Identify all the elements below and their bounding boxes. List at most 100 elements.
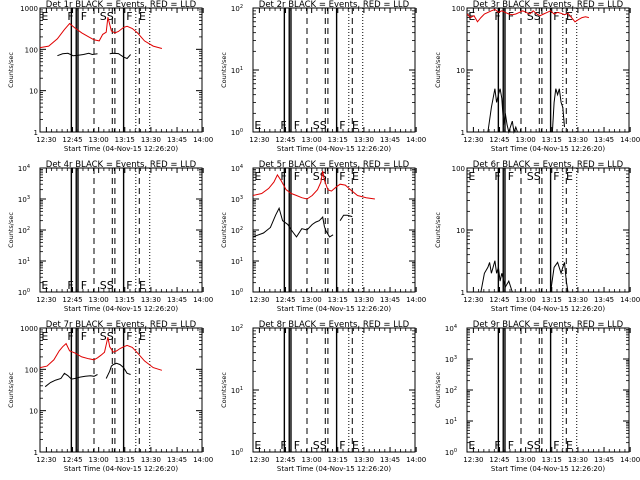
panel-title: Det 5r BLACK = Events, RED = LLD bbox=[259, 160, 410, 170]
x-tick-label: 13:15 bbox=[115, 456, 135, 464]
x-tick-label: 13:00 bbox=[516, 136, 536, 144]
marker-label-F: F bbox=[280, 119, 286, 132]
series-events bbox=[57, 52, 98, 57]
y-tick-label: 1000 bbox=[20, 5, 38, 13]
x-tick-label: 14:00 bbox=[620, 136, 640, 144]
panel-title: Det 7r BLACK = Events, RED = LLD bbox=[46, 320, 197, 330]
y-tick-label: 1 bbox=[34, 449, 38, 457]
x-axis-label: Start Time (04-Nov-15 12:26:20) bbox=[64, 465, 178, 473]
x-tick-label: 12:45 bbox=[275, 456, 295, 464]
series-events bbox=[339, 214, 353, 221]
x-tick-label: 13:30 bbox=[568, 296, 588, 304]
x-tick-label: 13:45 bbox=[594, 456, 614, 464]
panel-det6: Det 6r BLACK = Events, RED = LLD 1 10 100 Co… bbox=[434, 160, 640, 313]
y-tick-label: 1 bbox=[34, 129, 38, 137]
plot-frame bbox=[39, 327, 203, 453]
y-tick-label: 1000 bbox=[20, 325, 38, 333]
x-tick-label: 12:45 bbox=[275, 296, 295, 304]
y-tick-label: 100 bbox=[452, 165, 465, 173]
x-tick-label: 13:45 bbox=[167, 456, 187, 464]
y-tick-label: 102 bbox=[231, 4, 243, 13]
panel-title: Det 1r BLACK = Events, RED = LLD bbox=[46, 0, 197, 10]
panel-det2: Det 2r BLACK = Events, RED = LLD 100 101 10… bbox=[220, 0, 426, 153]
series-events bbox=[551, 88, 565, 133]
x-tick-label: 13:45 bbox=[380, 136, 400, 144]
panel-title: Det 4r BLACK = Events, RED = LLD bbox=[46, 160, 197, 170]
y-axis-label: Counts/sec bbox=[220, 212, 228, 248]
marker-label-S: S bbox=[527, 170, 534, 183]
marker-label-F: F bbox=[508, 439, 514, 452]
y-axis-label: Counts/sec bbox=[220, 52, 228, 88]
x-tick-label: 13:45 bbox=[594, 136, 614, 144]
marker-label-F: F bbox=[508, 170, 514, 183]
panel-det5: Det 5r BLACK = Events, RED = LLD 100 101 10… bbox=[220, 160, 426, 313]
x-tick-label: 13:15 bbox=[328, 456, 348, 464]
marker-label-S: S bbox=[527, 10, 534, 23]
x-tick-label: 12:30 bbox=[249, 456, 269, 464]
x-tick-label: 13:00 bbox=[89, 136, 109, 144]
marker-label-E: E bbox=[566, 170, 573, 183]
x-tick-label: 13:00 bbox=[89, 456, 109, 464]
x-tick-label: 12:45 bbox=[62, 296, 82, 304]
marker-label-F: F bbox=[494, 170, 500, 183]
x-tick-label: 14:00 bbox=[406, 296, 426, 304]
marker-label-S: S bbox=[534, 170, 541, 183]
marker-label-F: F bbox=[126, 10, 132, 23]
y-tick-label: 102 bbox=[18, 226, 30, 235]
y-tick-label: 102 bbox=[445, 386, 457, 395]
x-tick-label: 13:15 bbox=[542, 296, 562, 304]
x-tick-label: 12:30 bbox=[36, 456, 56, 464]
x-tick-label: 13:15 bbox=[328, 296, 348, 304]
y-tick-label: 100 bbox=[231, 288, 243, 297]
x-tick-label: 14:00 bbox=[620, 456, 640, 464]
marker-label-E: E bbox=[41, 279, 48, 292]
marker-label-F: F bbox=[280, 170, 286, 183]
x-tick-label: 12:30 bbox=[36, 136, 56, 144]
y-tick-label: 103 bbox=[231, 195, 243, 204]
x-tick-label: 13:15 bbox=[542, 136, 562, 144]
y-tick-label: 10 bbox=[456, 67, 465, 75]
x-tick-label: 13:30 bbox=[141, 296, 161, 304]
marker-label-F: F bbox=[294, 170, 300, 183]
x-tick-label: 12:45 bbox=[489, 456, 509, 464]
marker-label-S: S bbox=[534, 10, 541, 23]
y-tick-label: 104 bbox=[445, 324, 457, 333]
y-tick-label: 101 bbox=[231, 257, 243, 266]
x-tick-label: 13:30 bbox=[568, 136, 588, 144]
marker-label-E: E bbox=[352, 439, 359, 452]
x-tick-label: 13:30 bbox=[141, 136, 161, 144]
marker-label-E: E bbox=[254, 170, 261, 183]
y-tick-label: 100 bbox=[18, 288, 30, 297]
y-axis-label: Counts/sec bbox=[434, 372, 442, 408]
x-tick-label: 13:00 bbox=[516, 456, 536, 464]
x-tick-label: 13:00 bbox=[516, 296, 536, 304]
x-axis-label: Start Time (04-Nov-15 12:26:20) bbox=[64, 305, 178, 313]
marker-label-E: E bbox=[41, 10, 48, 23]
marker-label-F: F bbox=[126, 279, 132, 292]
x-tick-label: 14:00 bbox=[193, 296, 213, 304]
marker-label-F: F bbox=[553, 170, 559, 183]
x-tick-label: 14:00 bbox=[193, 456, 213, 464]
series-events bbox=[480, 260, 513, 293]
marker-label-S: S bbox=[313, 439, 320, 452]
panel-det8: Det 8r BLACK = Events, RED = LLD 100 101 10… bbox=[220, 320, 426, 473]
marker-label-F: F bbox=[339, 170, 345, 183]
marker-label-F: F bbox=[81, 10, 87, 23]
y-tick-label: 1 bbox=[461, 289, 465, 297]
x-tick-label: 13:30 bbox=[354, 136, 374, 144]
x-tick-label: 13:45 bbox=[167, 136, 187, 144]
marker-label-E: E bbox=[254, 119, 261, 132]
marker-label-F: F bbox=[553, 10, 559, 23]
series-events bbox=[44, 372, 98, 388]
series-lld bbox=[39, 17, 163, 49]
marker-label-F: F bbox=[339, 439, 345, 452]
marker-label-F: F bbox=[508, 10, 514, 23]
y-tick-label: 10 bbox=[29, 408, 38, 416]
marker-label-F: F bbox=[81, 330, 87, 343]
y-tick-label: 100 bbox=[452, 5, 465, 13]
y-tick-label: 101 bbox=[18, 257, 30, 266]
y-tick-label: 10 bbox=[456, 227, 465, 235]
marker-label-F: F bbox=[280, 439, 286, 452]
marker-label-F: F bbox=[67, 279, 73, 292]
